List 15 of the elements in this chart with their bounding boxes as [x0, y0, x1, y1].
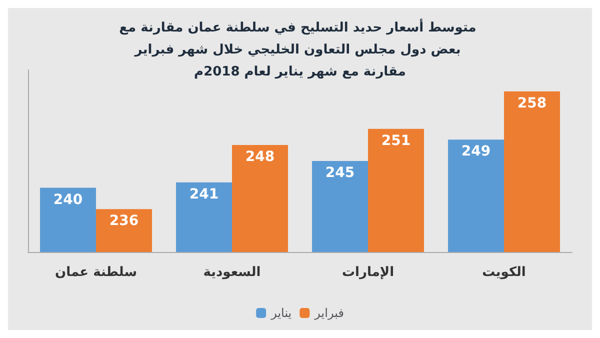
x-tick-label: الكويت [482, 265, 526, 280]
chart-title: متوسط أسعار حديد التسليح في سلطنة عمان مقارنة مع بعض دول مجلس التعاون الخليجي خلال شهر فبراير مقارنة مع شهر يناير لعام 2018م [119, 18, 481, 80]
x-tick-label: الإمارات [342, 265, 394, 280]
data-label: 248 [245, 148, 275, 165]
x-tick-label: السعودية [203, 265, 261, 280]
data-label: 249 [461, 144, 491, 160]
data-label: 236 [109, 213, 139, 230]
data-label: 241 [189, 186, 219, 202]
x-tick-label: سلطنة عمان [54, 265, 138, 280]
data-label: 245 [325, 165, 355, 181]
legend-label: يناير [270, 306, 292, 320]
data-label: 251 [381, 132, 411, 149]
legend-label: فبراير [314, 306, 344, 320]
data-label: 240 [53, 192, 83, 208]
data-label: 258 [517, 95, 547, 112]
